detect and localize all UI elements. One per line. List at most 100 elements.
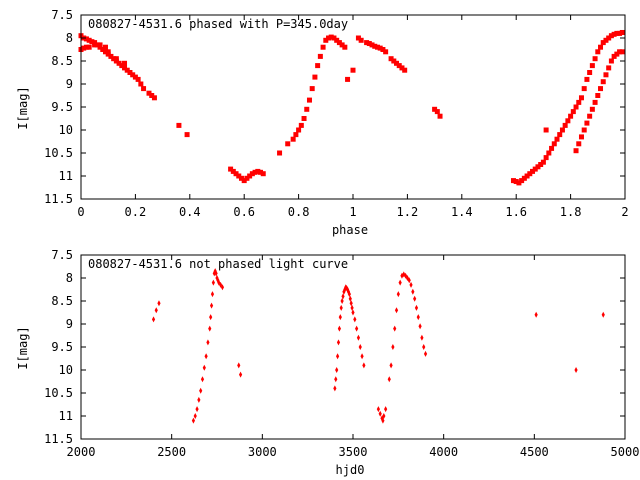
unphased-x-tick-label: 4000 bbox=[429, 445, 458, 459]
data-point bbox=[617, 30, 623, 36]
data-point bbox=[342, 288, 346, 295]
unphased-y-tick-label: 10 bbox=[59, 363, 73, 377]
data-point bbox=[535, 164, 541, 170]
data-point bbox=[380, 47, 386, 52]
data-point bbox=[600, 40, 606, 46]
data-point bbox=[116, 60, 122, 66]
data-point bbox=[584, 76, 590, 82]
data-point bbox=[581, 127, 587, 133]
unphased-x-tick-label: 5000 bbox=[611, 445, 640, 459]
data-point bbox=[369, 42, 375, 48]
data-point bbox=[345, 76, 351, 82]
data-point bbox=[97, 42, 103, 48]
unphased-x-tick-label: 3000 bbox=[248, 445, 277, 459]
data-point bbox=[562, 122, 568, 128]
unphased-y-tick-label: 9.5 bbox=[51, 340, 73, 354]
data-point bbox=[405, 275, 409, 281]
data-point bbox=[200, 376, 205, 383]
data-point bbox=[336, 339, 341, 346]
data-point bbox=[349, 300, 353, 307]
data-point bbox=[132, 74, 138, 80]
data-point bbox=[320, 44, 326, 50]
data-point bbox=[543, 127, 549, 133]
data-point bbox=[391, 58, 397, 64]
data-point bbox=[230, 168, 236, 174]
unphased-y-axis-label: I[mag] bbox=[16, 326, 30, 369]
data-point bbox=[312, 74, 318, 80]
data-point bbox=[573, 148, 579, 154]
phased-x-tick-label: 1 bbox=[349, 205, 356, 219]
phased-y-tick-label: 8 bbox=[66, 31, 73, 45]
unphased-y-tick-label: 9 bbox=[66, 317, 73, 331]
data-point bbox=[418, 323, 422, 330]
data-point bbox=[384, 406, 388, 413]
data-point bbox=[341, 293, 345, 300]
data-point bbox=[432, 106, 438, 112]
data-point bbox=[527, 171, 533, 177]
data-point bbox=[578, 95, 584, 101]
data-point bbox=[521, 175, 527, 181]
data-point bbox=[124, 67, 130, 73]
phased-x-tick-label: 0.2 bbox=[125, 205, 147, 219]
data-point bbox=[306, 97, 312, 103]
data-point bbox=[255, 168, 261, 174]
data-point bbox=[353, 316, 357, 323]
data-point bbox=[573, 104, 579, 110]
data-point bbox=[81, 45, 87, 51]
data-point bbox=[574, 367, 578, 373]
data-point bbox=[565, 118, 571, 124]
data-point bbox=[334, 376, 338, 383]
data-point bbox=[86, 37, 92, 43]
unphased-panel: 2000 2500 3000 3500 4000 4500 5000 7.5 8 8.5 9 9.5… bbox=[16, 248, 639, 477]
phased-x-axis-label: phase bbox=[332, 223, 368, 237]
data-point bbox=[210, 291, 215, 298]
phased-y-tick-label: 11.5 bbox=[44, 192, 73, 206]
phased-x-tick-label: 2 bbox=[621, 205, 628, 219]
phased-y-tick-label: 7.5 bbox=[51, 8, 73, 22]
data-point bbox=[416, 314, 420, 321]
data-point bbox=[176, 122, 182, 128]
data-point bbox=[549, 145, 555, 151]
data-point bbox=[199, 387, 203, 394]
data-point bbox=[372, 43, 378, 49]
data-point bbox=[247, 173, 253, 179]
data-point bbox=[130, 72, 136, 78]
data-point bbox=[576, 141, 582, 147]
data-point bbox=[209, 302, 214, 309]
data-point bbox=[513, 179, 519, 185]
data-point bbox=[543, 155, 549, 161]
data-point bbox=[524, 173, 530, 179]
data-point bbox=[358, 344, 362, 350]
data-point bbox=[360, 353, 364, 360]
data-point bbox=[83, 44, 89, 50]
data-point bbox=[220, 284, 225, 291]
data-point bbox=[554, 136, 560, 142]
data-point bbox=[434, 109, 440, 115]
data-point bbox=[393, 325, 397, 332]
phased-y-axis-label: I[mag] bbox=[16, 86, 30, 129]
unphased-x-axis-label: hjd0 bbox=[336, 463, 365, 477]
phased-y-ticks: 7.5 8 8.5 9 9.5 10 10.5 11 11.5 bbox=[44, 8, 625, 206]
data-point bbox=[122, 60, 128, 66]
data-point bbox=[350, 67, 356, 73]
data-point bbox=[420, 334, 424, 341]
data-point bbox=[407, 277, 411, 284]
data-point bbox=[195, 406, 199, 413]
data-point bbox=[83, 36, 89, 42]
data-point bbox=[191, 417, 196, 424]
phased-y-tick-label: 10.5 bbox=[44, 146, 73, 160]
data-point bbox=[290, 136, 296, 142]
data-point bbox=[530, 168, 536, 174]
unphased-y-tick-label: 8 bbox=[66, 271, 73, 285]
phased-y-tick-label: 8.5 bbox=[51, 54, 73, 68]
data-point bbox=[396, 291, 400, 298]
data-point bbox=[334, 37, 340, 43]
data-point bbox=[238, 175, 244, 181]
phased-x-tick-label: 1.4 bbox=[451, 205, 473, 219]
data-point bbox=[378, 410, 382, 417]
data-point bbox=[516, 180, 522, 186]
data-point bbox=[298, 122, 304, 128]
data-point bbox=[546, 150, 552, 156]
